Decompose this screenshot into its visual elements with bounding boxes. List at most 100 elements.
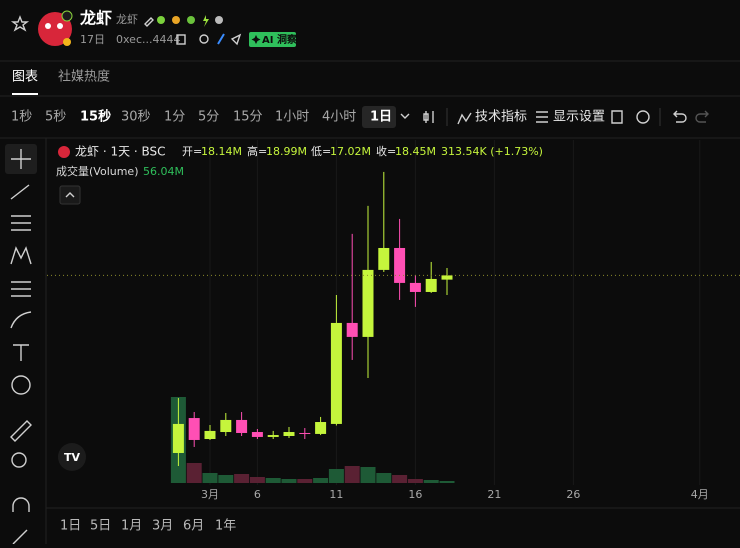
volume-bar [218, 475, 234, 483]
ohlc-label: 高= [247, 144, 267, 158]
avatar-eye [45, 23, 51, 29]
interval-button[interactable]: 30秒 [121, 110, 151, 125]
range-button[interactable]: 5日 [90, 519, 111, 534]
volume-bar [313, 478, 329, 483]
volume-bar [360, 467, 376, 483]
tradingview-logo[interactable] [58, 443, 86, 471]
interval-dropdown[interactable] [400, 113, 410, 119]
token-age: 17日 [80, 33, 105, 46]
magnet-tool[interactable] [12, 497, 30, 512]
ai-badge[interactable] [249, 32, 296, 47]
interval-button[interactable]: 5分 [198, 110, 219, 125]
indicator-icon[interactable] [457, 112, 472, 125]
volume-bar [392, 475, 408, 483]
interval-button[interactable]: 15分 [233, 110, 263, 125]
candle-type-icon[interactable] [423, 111, 434, 123]
pattern-tool[interactable] [10, 246, 32, 265]
legend-name: 龙虾 · 1天 · BSC [75, 145, 166, 159]
contract-address: 0xec...4444 [116, 33, 180, 46]
projection-tool[interactable] [11, 281, 31, 297]
interval-button[interactable]: 1分 [164, 110, 185, 125]
chain-badge [63, 38, 71, 46]
toolbar-button[interactable]: 技术指标 [475, 110, 527, 125]
interval-button[interactable]: 15秒 [80, 109, 111, 125]
settings-list-icon[interactable] [536, 111, 548, 123]
fib-tool[interactable] [11, 215, 31, 231]
candle-body [315, 422, 327, 434]
ohlc-label: 开= [182, 145, 202, 158]
link-icon[interactable] [217, 33, 225, 45]
header-icons [144, 15, 223, 27]
text-tool[interactable] [13, 344, 29, 361]
x-tick-label: 3月 [201, 488, 219, 501]
interval-button[interactable]: 4小时 [322, 110, 356, 125]
volume-legend-name: 成交量(Volume) [56, 164, 139, 178]
interval-button[interactable]: 1日 [370, 110, 392, 125]
volume-bar [265, 478, 281, 483]
price-chart: 3月 6 11 16 21 26 4月 龙虾 · 1天 · BSC 开=18.14M 高=18.9… [47, 140, 740, 501]
x-tick-label: 6 [254, 488, 261, 501]
candle-body [236, 419, 248, 433]
volume-bar [344, 466, 360, 483]
candle-body [441, 275, 453, 280]
x-tick-label: 16 [408, 488, 422, 501]
volume-bar [186, 463, 202, 483]
toolbar-button[interactable]: 显示设置 [553, 110, 605, 125]
candle-body [267, 435, 279, 437]
snapshot-icon[interactable] [611, 110, 623, 124]
crosshair-tool[interactable] [11, 149, 31, 169]
range-button[interactable]: 6月 [183, 519, 204, 534]
redo-icon[interactable] [695, 110, 709, 123]
candle-body [299, 432, 311, 434]
tab[interactable]: 图表 [12, 70, 38, 85]
interval-button[interactable]: 1秒 [11, 110, 32, 125]
range-button[interactable]: 1日 [60, 519, 81, 534]
candle-body [378, 247, 390, 270]
undo-icon[interactable] [673, 110, 687, 123]
range-button[interactable]: 1年 [215, 519, 236, 534]
volume-bar [281, 479, 297, 483]
brush-tool[interactable] [10, 311, 32, 329]
interval-button[interactable]: 1小时 [275, 110, 309, 125]
token-avatar [38, 12, 72, 46]
copy-icon[interactable] [176, 34, 186, 45]
favorite-icon[interactable] [10, 15, 30, 32]
gear-icon[interactable] [636, 110, 650, 124]
share-icon[interactable] [230, 33, 242, 46]
candle-body [409, 282, 421, 292]
candle-body [283, 432, 295, 436]
ruler-tool[interactable] [10, 420, 32, 442]
drawing-tools [5, 144, 37, 545]
candle-body [188, 418, 200, 440]
tab[interactable]: 社媒热度 [58, 69, 110, 85]
candle-body [346, 322, 358, 337]
volume-bar [202, 473, 218, 483]
range-button[interactable]: 3月 [152, 519, 173, 534]
ohlc-value: 18.99M [266, 145, 307, 158]
volume-bar [328, 469, 344, 483]
pencil-tool[interactable] [12, 529, 28, 545]
change-value: 313.54K (+1.73%) [441, 145, 543, 158]
emoji-tool[interactable] [11, 375, 31, 395]
x-tick-label: 11 [329, 488, 343, 501]
interval-button[interactable]: 5秒 [45, 110, 66, 125]
ohlc-label: 低= [311, 145, 331, 158]
ai-badge-label[interactable]: AI 洞察 [262, 33, 298, 46]
volume-bar [249, 477, 265, 483]
candle-body [425, 278, 437, 292]
range-button[interactable]: 1月 [121, 519, 142, 534]
search-icon[interactable] [199, 34, 209, 44]
trend-line-tool[interactable] [10, 184, 30, 200]
ohlc-value: 18.14M [201, 145, 242, 158]
collapse-button[interactable] [59, 185, 81, 205]
candle-body [362, 269, 374, 337]
tradingview-logo-mark: TV [64, 451, 81, 464]
ai-sparkle [251, 35, 261, 44]
volume-bar [439, 480, 455, 483]
candle-body [251, 432, 263, 437]
zoom-tool[interactable] [11, 452, 27, 468]
volume-legend-value: 56.04M [143, 165, 184, 178]
candle-body [394, 247, 406, 283]
avatar-badge [61, 10, 73, 22]
